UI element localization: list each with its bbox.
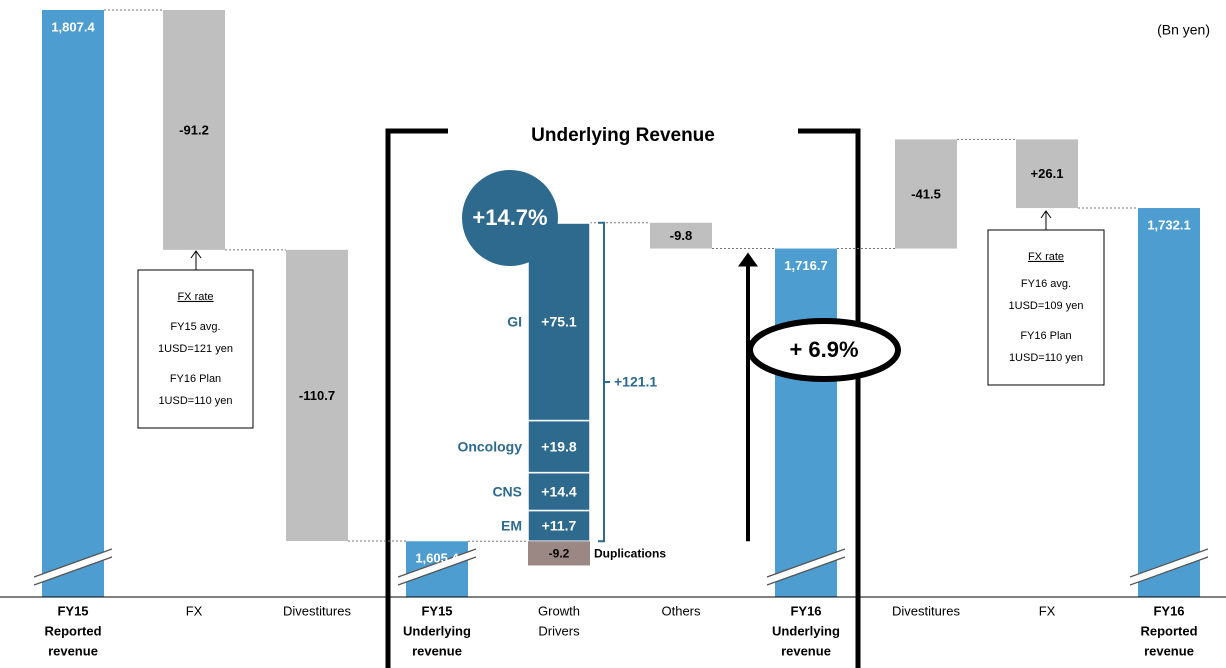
value-label: 1,605.4 (415, 551, 459, 566)
growth-pct-badge (462, 170, 558, 266)
fx-note-line: 1USD=109 yen (1009, 300, 1084, 312)
axis-break-line (33, 548, 113, 578)
note-arrowhead (1040, 210, 1052, 219)
axis-break (34, 549, 112, 585)
x-tick-label: Reported (44, 623, 101, 638)
x-tick-label: Divestitures (283, 603, 351, 618)
note-arrowhead (190, 250, 202, 259)
fx-note-line: 1USD=121 yen (158, 343, 233, 355)
change-bar (650, 222, 712, 249)
fx-note-line: 1USD=110 yen (1009, 352, 1083, 364)
x-tick-label: FX (186, 603, 203, 618)
growth-arrowhead (738, 252, 758, 267)
unit-label: (Bn yen) (1157, 22, 1210, 38)
x-tick-label: Divestitures (892, 603, 960, 618)
fx-note-title: FX rate (177, 291, 213, 303)
axis-break (767, 549, 845, 585)
fx-note-line: FY16 Plan (1020, 330, 1071, 342)
axis-break-line (397, 556, 477, 586)
driver-bar (527, 509, 591, 543)
axis-break-line (1129, 556, 1209, 586)
value-label: -9.8 (670, 228, 692, 243)
duplications-value: -9.2 (549, 547, 570, 561)
driver-value: +19.8 (541, 438, 577, 454)
change-bar (895, 139, 957, 249)
value-label: +26.1 (1031, 166, 1064, 181)
x-tick-label: Drivers (538, 623, 580, 638)
axis-break-line (33, 556, 113, 586)
total-bar (42, 10, 104, 597)
x-tick-label: Others (661, 603, 701, 618)
fx-note-line: FY15 avg. (170, 321, 220, 333)
underlying-bracket (385, 128, 448, 668)
axis-break (1130, 549, 1208, 585)
fx-note-line: FY16 avg. (1021, 278, 1071, 290)
fx-note-title: FX rate (1028, 251, 1064, 263)
change-bar (163, 10, 225, 250)
driver-value: +75.1 (541, 313, 577, 329)
value-label: -91.2 (179, 122, 209, 137)
underlying-growth: + 6.9% (789, 337, 858, 362)
change-bar (286, 249, 348, 541)
driver-name: GI (507, 313, 522, 329)
driver-bar (527, 419, 591, 474)
duplications-bar (528, 541, 590, 566)
duplications-name: Duplications (594, 547, 666, 561)
x-tick-label: Reported (1140, 623, 1197, 638)
value-label: 1,807.4 (51, 19, 95, 34)
x-tick-label: revenue (412, 643, 462, 658)
growth-brace (598, 221, 610, 543)
axis-break (398, 549, 476, 585)
underlying-bracket (798, 128, 861, 668)
fx-note-line: FY16 Plan (170, 373, 221, 385)
x-tick-label: Underlying (403, 623, 471, 638)
x-tick-label: revenue (781, 643, 831, 658)
fx-note-line: 1USD=110 yen (158, 395, 232, 407)
change-bar (1016, 139, 1078, 209)
value-label: 1,732.1 (1147, 217, 1190, 232)
growth-ellipse (747, 318, 901, 382)
x-tick-label: revenue (48, 643, 98, 658)
x-tick-label: revenue (1144, 643, 1194, 658)
axis-break-line (1129, 548, 1209, 578)
x-tick-label: FY16 (790, 603, 821, 618)
axis-break-line (766, 548, 846, 578)
driver-name: Oncology (457, 438, 522, 454)
x-tick-label: FX (1039, 603, 1056, 618)
value-label: -110.7 (299, 388, 335, 403)
x-tick-label: FY15 (421, 603, 452, 618)
value-label: -41.5 (911, 186, 941, 201)
x-tick-label: Growth (538, 603, 580, 618)
total-bar (1138, 208, 1200, 597)
driver-name: CNS (492, 483, 522, 499)
total-bar (775, 248, 837, 597)
driver-value: +14.4 (541, 483, 577, 499)
value-label: 1,716.7 (784, 258, 827, 273)
fx-note-box (137, 269, 254, 429)
section-title: Underlying Revenue (531, 125, 715, 146)
driver-value: +11.7 (542, 518, 577, 534)
driver-name: EM (501, 518, 522, 534)
x-tick-label: FY16 (1153, 603, 1184, 618)
x-tick-label: Underlying (772, 623, 840, 638)
fx-note-box (987, 229, 1105, 386)
growth-total-label: +121.1 (614, 374, 657, 390)
axis-break-line (397, 548, 477, 578)
driver-bar (527, 471, 591, 512)
x-tick-label: FY15 (57, 603, 88, 618)
axis-break-line (766, 556, 846, 586)
growth-pct: +14.7% (472, 205, 547, 230)
